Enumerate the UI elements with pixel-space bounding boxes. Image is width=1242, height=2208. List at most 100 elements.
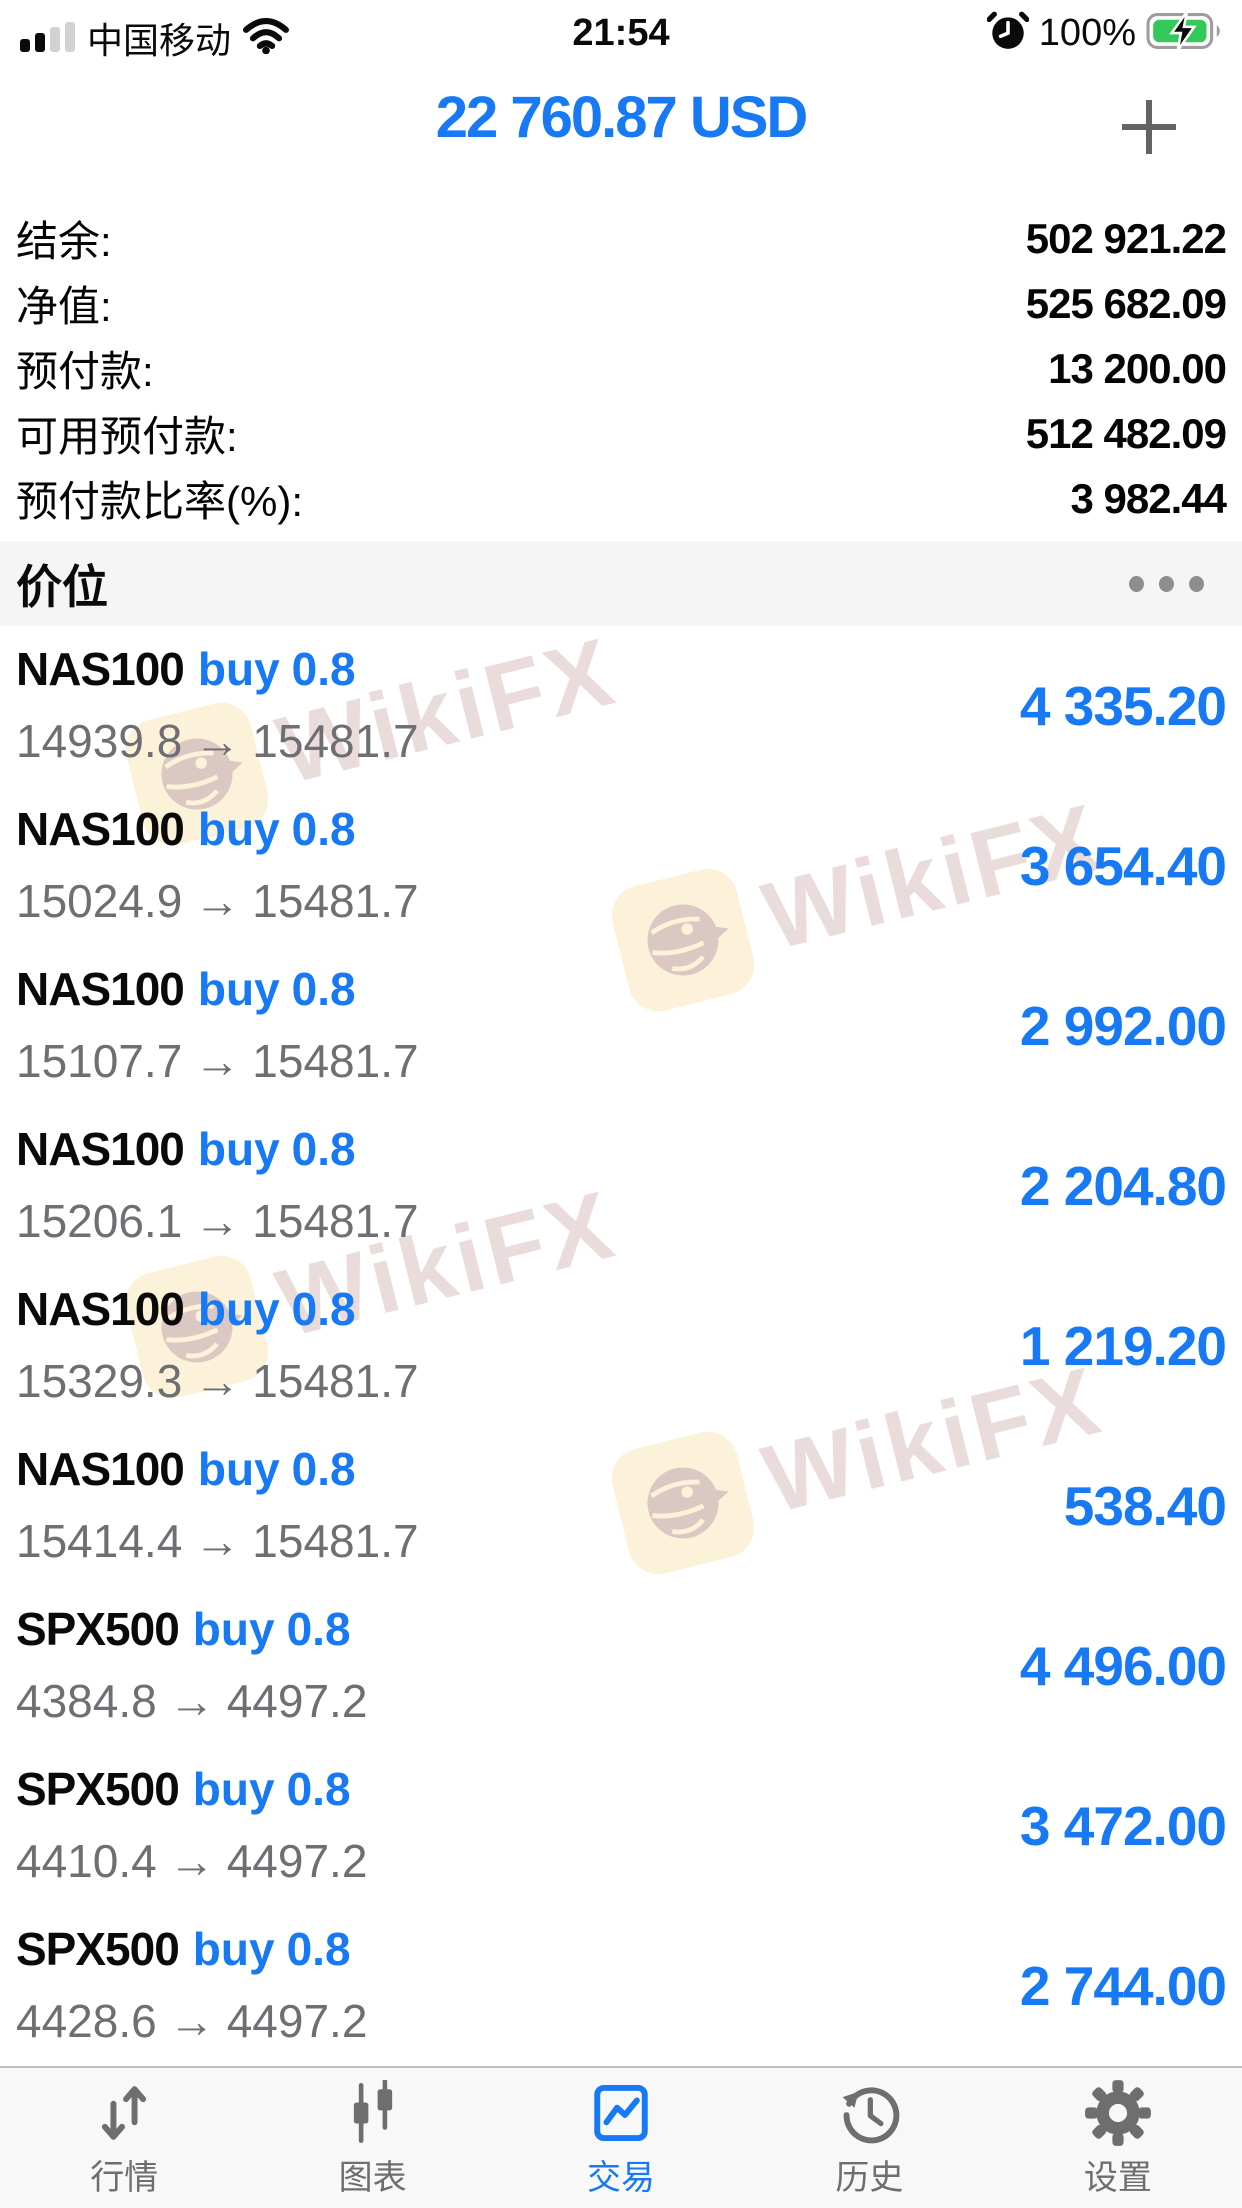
carrier-label: 中国移动 [87, 20, 232, 61]
charts-icon [340, 2076, 406, 2150]
position-profit: 3 472.00 [1019, 1795, 1227, 1857]
add-order-button[interactable] [1118, 96, 1180, 158]
position-prices: 15206.1 → 15481.7 [16, 1195, 419, 1247]
alarm-icon [986, 10, 1030, 57]
position-side: buy [192, 1603, 275, 1655]
arrow-right-icon: → [194, 1195, 241, 1247]
position-symbol: SPX500 [16, 1923, 180, 1975]
tab-charts-label: 图表 [338, 2159, 407, 2197]
balance-label: 结余: [16, 218, 112, 265]
tab-quotes[interactable]: 行情 [0, 2068, 248, 2208]
position-profit: 2 204.80 [1019, 1155, 1227, 1217]
account-row-balance: 结余: 502 921.22 [16, 206, 1227, 271]
position-row[interactable]: SPX500 buy 0.8 4384.8 → 4497.2 4 496.00 [0, 1586, 1242, 1746]
position-row[interactable]: NAS100 buy 0.8 15414.4 → 15481.7 538.40 [0, 1426, 1242, 1586]
history-icon [836, 2076, 902, 2150]
position-volume: 0.8 [286, 1603, 351, 1655]
tab-history-label: 历史 [835, 2159, 904, 2197]
position-volume: 0.8 [291, 643, 356, 695]
account-summary: 结余: 502 921.22 净值: 525 682.09 预付款: 13 20… [16, 206, 1227, 531]
position-profit: 1 219.20 [1019, 1315, 1227, 1377]
position-side: buy [192, 1923, 275, 1975]
position-symbol: NAS100 [16, 643, 185, 695]
position-profit: 2 744.00 [1019, 1955, 1227, 2017]
position-volume: 0.8 [291, 1123, 356, 1175]
balance-value: 502 921.22 [1025, 214, 1227, 262]
section-title: 价位 [16, 560, 108, 613]
position-prices: 4410.4 → 4497.2 [16, 1835, 368, 1887]
free-margin-value: 512 482.09 [1025, 409, 1227, 457]
arrow-right-icon: → [194, 1035, 241, 1087]
status-bar: 中国移动 21:54 100% [0, 0, 1242, 62]
tab-trade-label: 交易 [587, 2159, 656, 2197]
page-title-total-profit: 22 760.87 USD [435, 85, 809, 150]
clock-time: 21:54 [572, 12, 670, 54]
position-side: buy [197, 1123, 280, 1175]
position-volume: 0.8 [291, 1283, 356, 1335]
margin-level-label: 预付款比率(%): [16, 478, 303, 525]
position-symbol: NAS100 [16, 803, 185, 855]
equity-value: 525 682.09 [1025, 279, 1227, 327]
position-prices: 15329.3 → 15481.7 [16, 1355, 419, 1407]
position-profit: 538.40 [1063, 1475, 1227, 1537]
equity-label: 净值: [16, 283, 112, 330]
arrow-right-icon: → [168, 1675, 215, 1727]
trade-icon [588, 2076, 654, 2150]
margin-label: 预付款: [16, 348, 154, 395]
position-prices: 4384.8 → 4497.2 [16, 1675, 368, 1727]
position-profit: 4 335.20 [1019, 675, 1227, 737]
position-side: buy [192, 1763, 275, 1815]
position-volume: 0.8 [286, 1763, 351, 1815]
position-side: buy [197, 1443, 280, 1495]
position-row[interactable]: NAS100 buy 0.8 15107.7 → 15481.7 2 992.00 [0, 946, 1242, 1106]
tab-quotes-label: 行情 [90, 2159, 159, 2197]
account-row-free-margin: 可用预付款: 512 482.09 [16, 401, 1227, 466]
position-prices: 4428.6 → 4497.2 [16, 1995, 368, 2047]
battery-percent-label: 100% [1038, 12, 1136, 54]
battery-charging-icon [1146, 10, 1226, 56]
position-volume: 0.8 [291, 803, 356, 855]
position-row[interactable]: NAS100 buy 0.8 15329.3 → 15481.7 1 219.20 [0, 1266, 1242, 1426]
arrow-right-icon: → [168, 1835, 215, 1887]
position-symbol: NAS100 [16, 963, 185, 1015]
arrow-right-icon: → [168, 1995, 215, 2047]
position-side: buy [197, 963, 280, 1015]
tab-trade[interactable]: 交易 [497, 2068, 745, 2208]
position-volume: 0.8 [286, 1923, 351, 1975]
position-symbol: NAS100 [16, 1443, 185, 1495]
position-row[interactable]: NAS100 buy 0.8 14939.8 → 15481.7 4 335.20 [0, 626, 1242, 786]
position-volume: 0.8 [291, 1443, 356, 1495]
position-row[interactable]: SPX500 buy 0.8 4410.4 → 4497.2 3 472.00 [0, 1746, 1242, 1906]
position-profit: 3 654.40 [1019, 835, 1227, 897]
position-profit: 4 496.00 [1019, 1635, 1227, 1697]
position-symbol: SPX500 [16, 1603, 180, 1655]
tab-charts[interactable]: 图表 [248, 2068, 496, 2208]
position-prices: 15024.9 → 15481.7 [16, 875, 419, 927]
position-row[interactable]: SPX500 buy 0.8 4428.6 → 4497.2 2 744.00 [0, 1906, 1242, 2066]
tab-settings[interactable]: 设置 [994, 2068, 1242, 2208]
position-volume: 0.8 [291, 963, 356, 1015]
account-row-equity: 净值: 525 682.09 [16, 271, 1227, 336]
position-side: buy [197, 803, 280, 855]
more-options-icon[interactable] [1129, 575, 1204, 592]
arrow-right-icon: → [194, 1515, 241, 1567]
position-row[interactable]: NAS100 buy 0.8 15206.1 → 15481.7 2 204.80 [0, 1106, 1242, 1266]
position-prices: 14939.8 → 15481.7 [16, 715, 419, 767]
position-symbol: NAS100 [16, 1283, 185, 1335]
arrow-right-icon: → [194, 1355, 241, 1407]
position-symbol: NAS100 [16, 1123, 185, 1175]
position-prices: 15107.7 → 15481.7 [16, 1035, 419, 1087]
settings-icon [1083, 2076, 1153, 2150]
position-symbol: SPX500 [16, 1763, 180, 1815]
positions-section-header: 价位 [0, 541, 1242, 626]
wifi-icon [243, 17, 290, 59]
tab-settings-label: 设置 [1083, 2159, 1152, 2197]
position-side: buy [197, 1283, 280, 1335]
quotes-icon [91, 2076, 157, 2150]
account-row-margin-level: 预付款比率(%): 3 982.44 [16, 466, 1227, 531]
tab-history[interactable]: 历史 [745, 2068, 993, 2208]
margin-value: 13 200.00 [1048, 344, 1227, 392]
margin-level-value: 3 982.44 [1070, 474, 1227, 522]
position-prices: 15414.4 → 15481.7 [16, 1515, 419, 1567]
position-row[interactable]: NAS100 buy 0.8 15024.9 → 15481.7 3 654.40 [0, 786, 1242, 946]
